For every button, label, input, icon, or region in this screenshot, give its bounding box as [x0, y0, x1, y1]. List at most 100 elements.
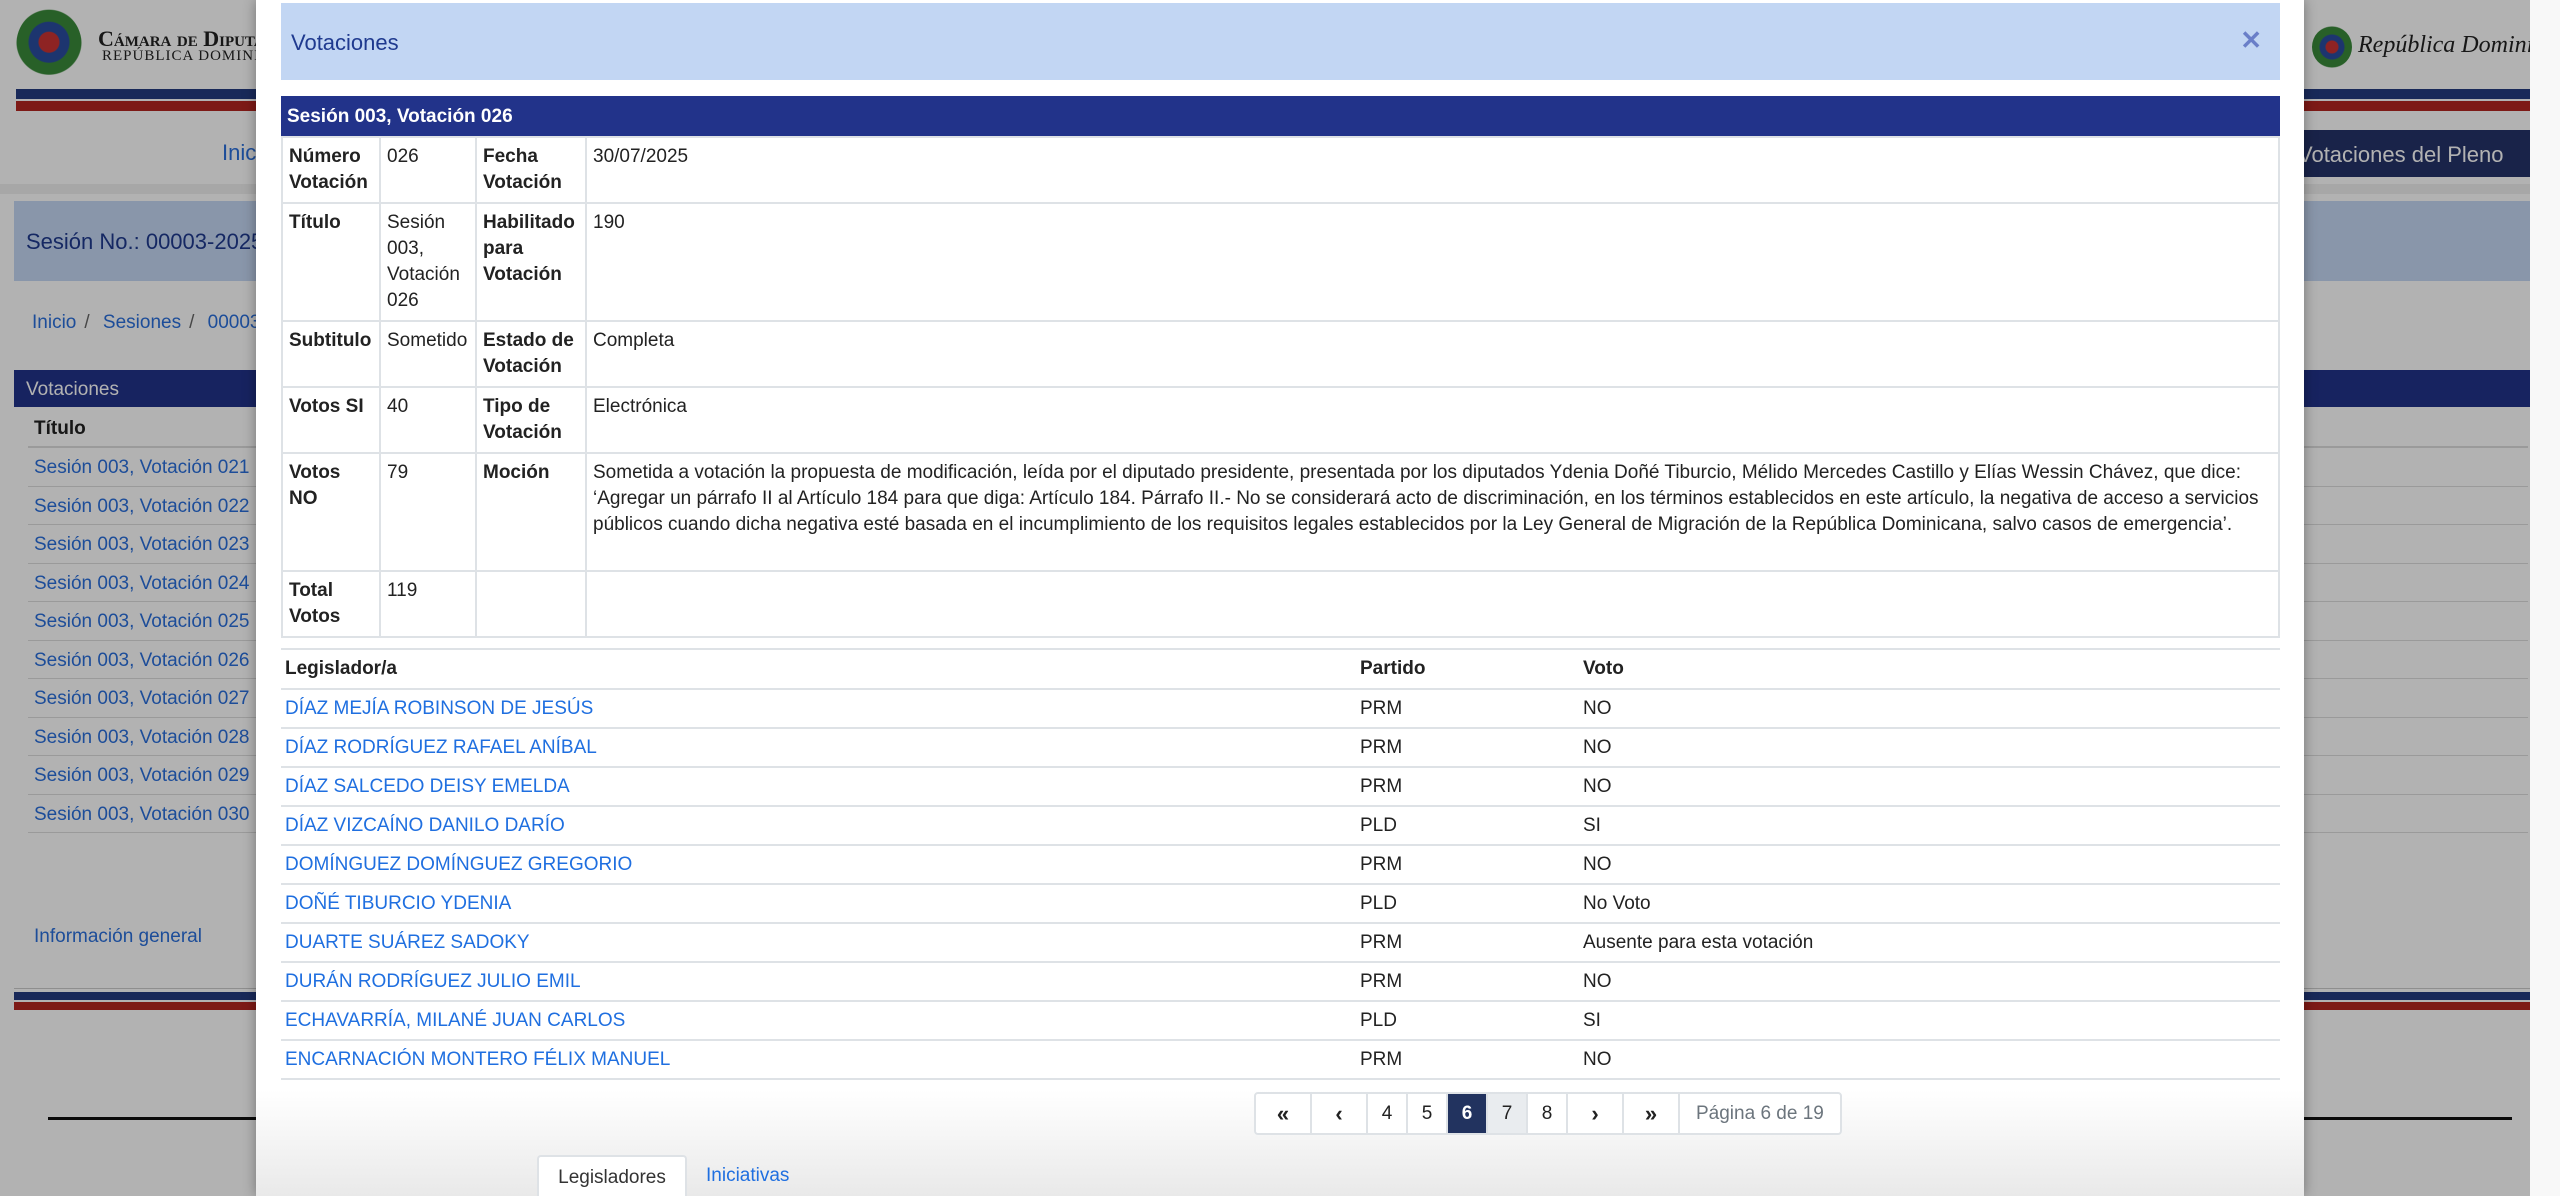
legislator-name-link[interactable]: ECHAVARRÍA, MILANÉ JUAN CARLOS	[281, 1001, 1356, 1041]
legislator-row: ECHAVARRÍA, MILANÉ JUAN CARLOS PLD SI	[281, 1001, 2280, 1041]
legislator-row: DURÁN RODRÍGUEZ JULIO EMIL PRM NO	[281, 962, 2280, 1002]
legislator-row: DOMÍNGUEZ DOMÍNGUEZ GREGORIO PRM NO	[281, 845, 2280, 885]
org-subtitle: REPÚBLICA DOMINICANA	[102, 48, 307, 64]
legislator-vote: NO	[1579, 962, 2280, 1002]
legislator-name-link[interactable]: ENCARNACIÓN MONTERO FÉLIX MANUEL	[281, 1040, 1356, 1080]
value-votos-si: 40	[379, 386, 477, 454]
legislator-party: PRM	[1356, 923, 1579, 963]
label-estado: Estado de Votación	[475, 320, 587, 388]
details-row: Votos SI 40 Tipo de Votación Electrónica	[281, 386, 2280, 454]
label-total: Total Votos	[281, 570, 381, 638]
last-page-button[interactable]: »	[1624, 1094, 1680, 1133]
label-fecha: Fecha Votación	[475, 136, 587, 204]
page-6-button[interactable]: 6	[1448, 1094, 1488, 1133]
label-titulo: Título	[281, 202, 381, 322]
breadcrumb-inicio[interactable]: Inicio	[32, 312, 77, 333]
value-tipo: Electrónica	[585, 386, 2280, 454]
legislator-vote: NO	[1579, 845, 2280, 885]
details-row: Número Votación 026 Fecha Votación 30/07…	[281, 136, 2280, 204]
modal-header: Votaciones ✕	[281, 3, 2280, 80]
close-icon[interactable]: ✕	[2240, 25, 2262, 55]
page-4-button[interactable]: 4	[1368, 1094, 1408, 1133]
footer-link-informacion[interactable]: Información general	[34, 926, 202, 947]
page-7-button[interactable]: 7	[1488, 1094, 1528, 1133]
value-numero: 026	[379, 136, 477, 204]
legislator-row: DUARTE SUÁREZ SADOKY PRM Ausente para esta…	[281, 923, 2280, 963]
empty-cell	[585, 570, 2280, 638]
details-row: Total Votos 119	[281, 570, 2280, 638]
tab-legisladores[interactable]: Legisladores	[537, 1155, 687, 1196]
legislator-row: ENCARNACIÓN MONTERO FÉLIX MANUEL PRM NO	[281, 1040, 2280, 1080]
legislators-table: Legislador/a Partido Voto DÍAZ MEJÍA ROB…	[281, 648, 2280, 1080]
legislator-vote: No Voto	[1579, 884, 2280, 924]
legislator-vote: NO	[1579, 767, 2280, 807]
value-estado: Completa	[585, 320, 2280, 388]
label-votos-no: Votos NO	[281, 452, 381, 572]
value-titulo: Sesión 003, Votación 026	[379, 202, 477, 322]
legislator-name-link[interactable]: DUARTE SUÁREZ SADOKY	[281, 923, 1356, 963]
legislator-party: PRM	[1356, 689, 1579, 729]
legislator-name-link[interactable]: DOÑÉ TIBURCIO YDENIA	[281, 884, 1356, 924]
details-row: Título Sesión 003, Votación 026 Habilita…	[281, 202, 2280, 322]
legislator-vote: NO	[1579, 728, 2280, 768]
legislator-row: DÍAZ SALCEDO DEISY EMELDA PRM NO	[281, 767, 2280, 807]
legislator-row: DOÑÉ TIBURCIO YDENIA PLD No Voto	[281, 884, 2280, 924]
country-seal-icon	[2312, 26, 2352, 68]
section-title: Sesión 003, Votación 026	[281, 96, 2280, 136]
chevron-right-icon: ›	[1591, 1100, 1599, 1126]
page-5-button[interactable]: 5	[1408, 1094, 1448, 1133]
modal-title: Votaciones	[291, 30, 399, 55]
legislator-name-link[interactable]: DURÁN RODRÍGUEZ JULIO EMIL	[281, 962, 1356, 1002]
next-page-button[interactable]: ›	[1568, 1094, 1624, 1133]
label-numero: Número Votación	[281, 136, 381, 204]
double-chevron-left-icon: «	[1276, 1100, 1290, 1126]
legislator-vote: Ausente para esta votación	[1579, 923, 2280, 963]
value-total: 119	[379, 570, 477, 638]
legislator-party: PRM	[1356, 1040, 1579, 1080]
first-page-button[interactable]: «	[1256, 1094, 1312, 1133]
details-row: Votos NO 79 Moción Sometida a votación l…	[281, 452, 2280, 572]
value-habilitado: 190	[585, 202, 2280, 322]
legislator-party: PLD	[1356, 1001, 1579, 1041]
legislator-party: PLD	[1356, 806, 1579, 846]
empty-cell	[475, 570, 587, 638]
legislator-party: PLD	[1356, 884, 1579, 924]
legislator-row: DÍAZ VIZCAÍNO DANILO DARÍO PLD SI	[281, 806, 2280, 846]
legislator-name-link[interactable]: DÍAZ VIZCAÍNO DANILO DARÍO	[281, 806, 1356, 846]
details-row: Subtitulo Sometido Estado de Votación Co…	[281, 320, 2280, 388]
vote-details-table: Número Votación 026 Fecha Votación 30/07…	[281, 136, 2280, 638]
page-8-button[interactable]: 8	[1528, 1094, 1568, 1133]
value-subtitulo: Sometido	[379, 320, 477, 388]
legislator-name-link[interactable]: DÍAZ SALCEDO DEISY EMELDA	[281, 767, 1356, 807]
double-chevron-right-icon: »	[1644, 1100, 1658, 1126]
header-legislador: Legislador/a	[281, 648, 1356, 690]
legislator-party: PRM	[1356, 962, 1579, 1002]
label-mocion: Moción	[475, 452, 587, 572]
prev-page-button[interactable]: ‹	[1312, 1094, 1368, 1133]
legislator-party: PRM	[1356, 767, 1579, 807]
votaciones-modal: Votaciones ✕ Sesión 003, Votación 026 Nú…	[256, 0, 2304, 1196]
chevron-left-icon: ‹	[1335, 1100, 1343, 1126]
legislator-party: PRM	[1356, 728, 1579, 768]
label-tipo: Tipo de Votación	[475, 386, 587, 454]
legislator-name-link[interactable]: DOMÍNGUEZ DOMÍNGUEZ GREGORIO	[281, 845, 1356, 885]
label-subtitulo: Subtitulo	[281, 320, 381, 388]
legislator-vote: SI	[1579, 1001, 2280, 1041]
legislator-name-link[interactable]: DÍAZ MEJÍA ROBINSON DE JESÚS	[281, 689, 1356, 729]
label-habilitado: Habilitado para Votación	[475, 202, 587, 322]
value-mocion: Sometida a votación la propuesta de modi…	[585, 452, 2280, 572]
header-partido: Partido	[1356, 648, 1579, 690]
value-fecha: 30/07/2025	[585, 136, 2280, 204]
legislator-row: DÍAZ RODRÍGUEZ RAFAEL ANÍBAL PRM NO	[281, 728, 2280, 768]
legislator-party: PRM	[1356, 845, 1579, 885]
pagination: « ‹ 4 5 6 7 8 › » Página 6 de 19	[1254, 1092, 1842, 1135]
label-votos-si: Votos SI	[281, 386, 381, 454]
coat-of-arms-logo	[16, 8, 82, 84]
header-voto: Voto	[1579, 648, 2280, 690]
country-logo-text: República Dominicana	[2358, 32, 2530, 58]
legislator-name-link[interactable]: DÍAZ RODRÍGUEZ RAFAEL ANÍBAL	[281, 728, 1356, 768]
legislator-row: DÍAZ MEJÍA ROBINSON DE JESÚS PRM NO	[281, 689, 2280, 729]
legislator-vote: NO	[1579, 689, 2280, 729]
tab-iniciativas[interactable]: Iniciativas	[706, 1165, 790, 1186]
breadcrumb-sesiones[interactable]: Sesiones	[102, 312, 182, 333]
